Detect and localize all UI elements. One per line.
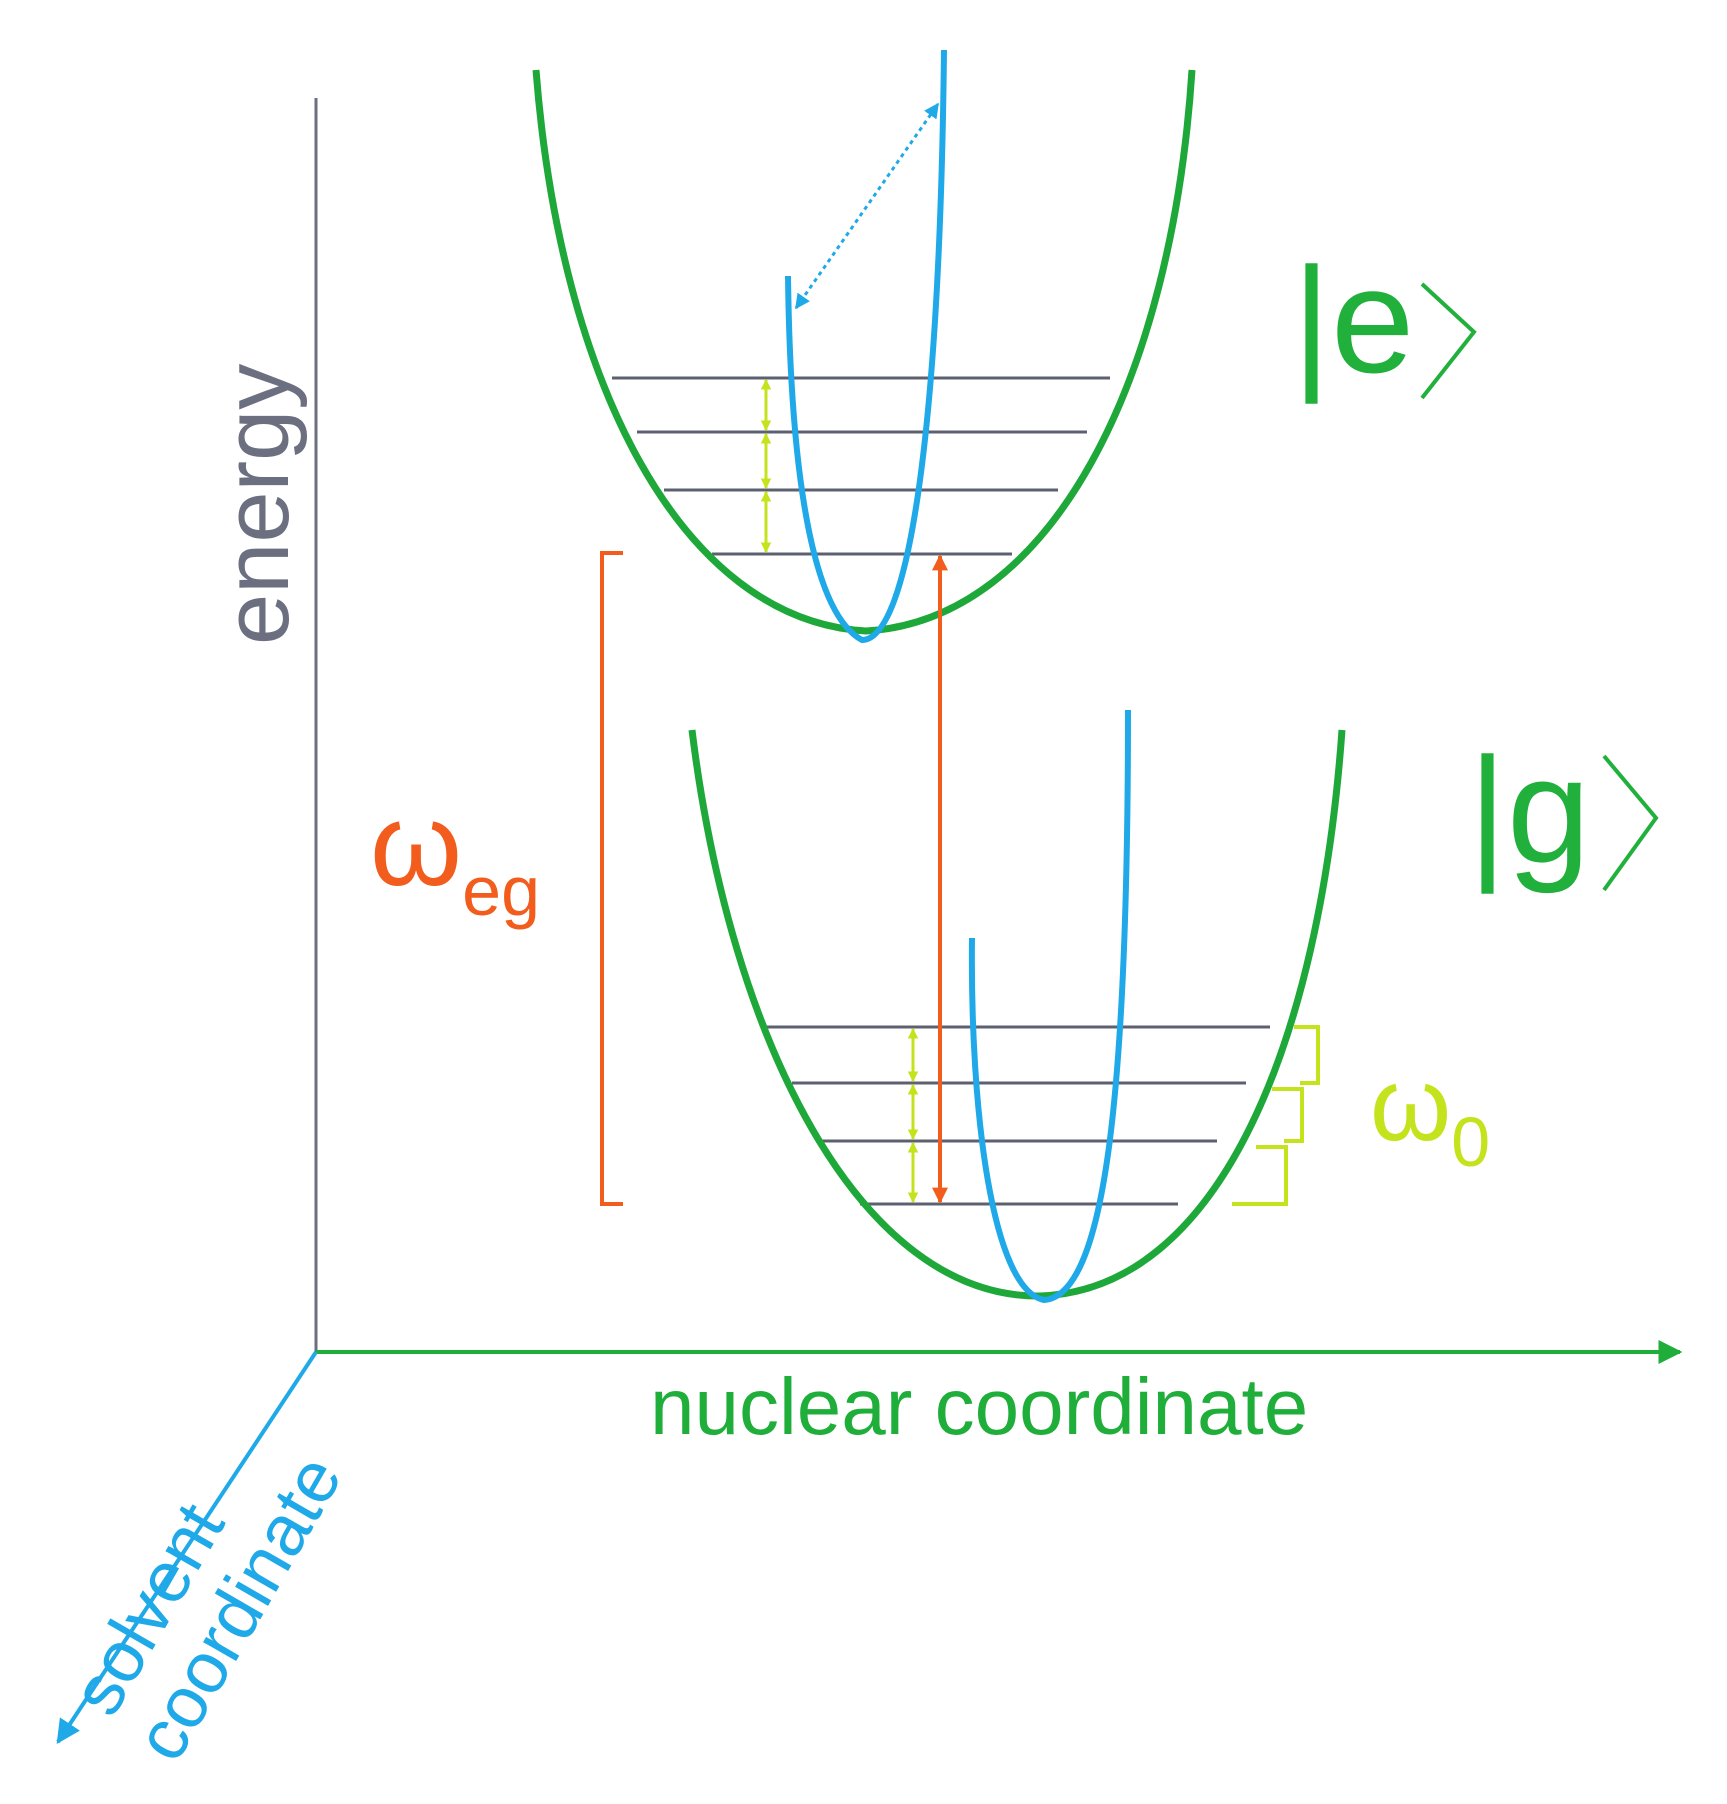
ground-ket-bracket [1602, 754, 1659, 892]
omega-eg-label: ωeg [370, 779, 540, 930]
ground-state-solvent-curve [968, 709, 1131, 1304]
ground-state-potential-curve [688, 729, 1346, 1300]
excited-vibrational-levels [612, 376, 1110, 556]
excited-state-label: |e [1292, 236, 1414, 404]
omega-0-brackets [1232, 1025, 1320, 1206]
nuclear-coordinate-label: nuclear coordinate [650, 1362, 1308, 1451]
excited-state-potential-curve [532, 69, 1196, 635]
omega-eg-bracket [600, 551, 623, 1206]
solvent-shift-dotted-arrow [794, 102, 940, 310]
omega-0-label: ω0 [1370, 1047, 1490, 1181]
excited-state-solvent-curve [785, 49, 947, 644]
excited-ket-bracket [1420, 282, 1477, 400]
solvent-coordinate-axis [56, 1350, 318, 1745]
ground-state-label: |g [1468, 726, 1590, 894]
energy-axis-label: energy [206, 364, 308, 645]
ground-vibrational-levels [765, 1025, 1270, 1206]
